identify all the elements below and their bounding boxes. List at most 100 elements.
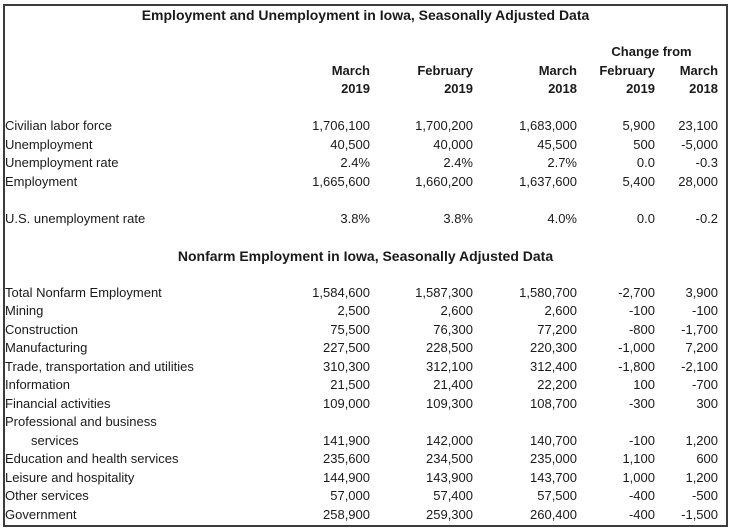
cell-value: 144,900 [323,469,370,485]
cell-value: 1,100 [622,451,655,466]
row-label: U.S. unemployment rate [5,210,146,226]
table-title: Employment and Unemployment in Iowa, Sea… [141,7,590,23]
cell-value: 259,300 [426,506,473,522]
table-row: Unemployment 40,500 40,000 45,500 500 -5,000 [5,136,726,155]
cell-value: 21,500 [330,377,370,392]
cell-value: 1,200 [685,469,719,485]
spacer [5,228,726,247]
cell-value: -400 [628,506,655,522]
table-row: Trade, transportation and utilities 310,3… [5,358,726,377]
section-heading-row: Nonfarm Employment in Iowa, Seasonally A… [5,247,726,266]
row-label: Unemployment [5,136,93,152]
cell-value: -500 [691,488,719,503]
cell-value: -700 [691,377,719,392]
cell-value: 57,400 [433,488,473,503]
spacer [5,25,726,44]
cell-value: 143,700 [530,469,577,485]
column-header-year-row: 2019 2019 2018 2019 2018 [5,80,726,99]
cell-value: 235,600 [323,451,370,466]
cell-value: 500 [633,136,655,152]
table-row: Education and health services 235,600 234,… [5,450,726,469]
cell-value: 227,500 [323,340,370,355]
cell-value: 45,500 [537,136,577,152]
table-row: Government 258,900 259,300 260,400 -400 -1,50… [5,506,726,525]
column-header: February [599,62,655,78]
cell-value: 1,587,300 [415,284,473,300]
cell-value: -100 [628,432,655,448]
row-label: Civilian labor force [5,118,112,133]
row-label: Construction [5,321,78,337]
spacer [5,265,726,284]
cell-value: 28,000 [678,173,719,189]
table-row: U.S. unemployment rate 3.8% 3.8% 4.0% 0.0 -0.… [5,210,726,229]
employment-table: Employment and Unemployment in Iowa, Sea… [5,6,726,524]
spacer-row [5,99,726,118]
cell-value: -2,100 [681,358,719,374]
cell-value: 2.4% [443,155,473,170]
cell-value: 1,584,600 [312,284,370,300]
empty-cell [5,43,577,62]
table-border-frame: Employment and Unemployment in Iowa, Sea… [3,4,728,527]
cell-value: 1,700,200 [415,118,473,133]
cell-value [473,413,577,432]
table-row: Unemployment rate 2.4% 2.4% 2.7% 0.0 -0.3 [5,154,726,173]
cell-value: 220,300 [530,340,577,355]
spacer-row [5,265,726,284]
cell-value: -1,000 [618,340,655,355]
column-header: March [679,62,719,78]
row-label: Financial activities [5,395,111,411]
table-row: Professional and business [5,413,726,432]
cell-value: -100 [628,303,655,318]
cell-value: 100 [633,377,655,392]
cell-value: 22,200 [537,377,577,392]
cell-value: 3,900 [685,284,719,300]
cell-value: 76,300 [433,321,473,337]
cell-value: 600 [696,451,719,466]
cell-value [370,413,473,432]
row-label: Total Nonfarm Employment [5,284,162,300]
table-row: Other services 57,000 57,400 57,500 -400 -500 [5,487,726,506]
cell-value: 40,500 [330,136,370,152]
table-row: services 141,900 142,000 140,700 -100 1,200 [5,432,726,451]
row-label: Leisure and hospitality [5,469,135,485]
cell-value: 40,000 [433,136,473,152]
cell-value: -300 [628,395,655,411]
row-label: Employment [5,173,78,189]
cell-value: 109,000 [323,395,370,411]
cell-value: 228,500 [426,340,473,355]
cell-value: 5,900 [622,118,655,133]
cell-value: 2,500 [337,303,370,318]
table-row: Employment 1,665,600 1,660,200 1,637,600 5,4… [5,173,726,192]
row-label: Other services [5,488,89,503]
cell-value: 300 [696,395,719,411]
cell-value: 23,100 [678,118,719,133]
cell-value: 234,500 [426,451,473,466]
cell-value: -1,700 [681,321,719,337]
cell-value: 2,600 [440,303,473,318]
row-label: Government [5,506,77,522]
empty-cell [5,62,254,81]
table-title-row: Employment and Unemployment in Iowa, Sea… [5,6,726,25]
spacer [5,191,726,210]
table-row: Leisure and hospitality 144,900 143,900 143… [5,469,726,488]
cell-value: 1,200 [685,432,719,448]
cell-value: 3.8% [340,210,370,226]
cell-value: -5,000 [681,136,719,152]
cell-value: 1,637,600 [519,173,577,189]
cell-value: 3.8% [443,210,473,226]
cell-value: -0.3 [695,155,719,170]
row-label: Professional and business [5,414,157,429]
cell-value: 57,000 [330,488,370,503]
cell-value: 21,400 [433,377,473,392]
spacer [5,99,726,118]
cell-value: 258,900 [323,506,370,522]
table-row: Manufacturing 227,500 228,500 220,300 -1,000… [5,339,726,358]
row-label: Trade, transportation and utilities [5,358,194,374]
spacer-row [5,228,726,247]
empty-cell [5,80,254,99]
cell-value: 0.0 [636,210,655,226]
column-header: March [331,62,370,78]
cell-value: 143,900 [426,469,473,485]
column-header-year: 2019 [626,81,655,96]
